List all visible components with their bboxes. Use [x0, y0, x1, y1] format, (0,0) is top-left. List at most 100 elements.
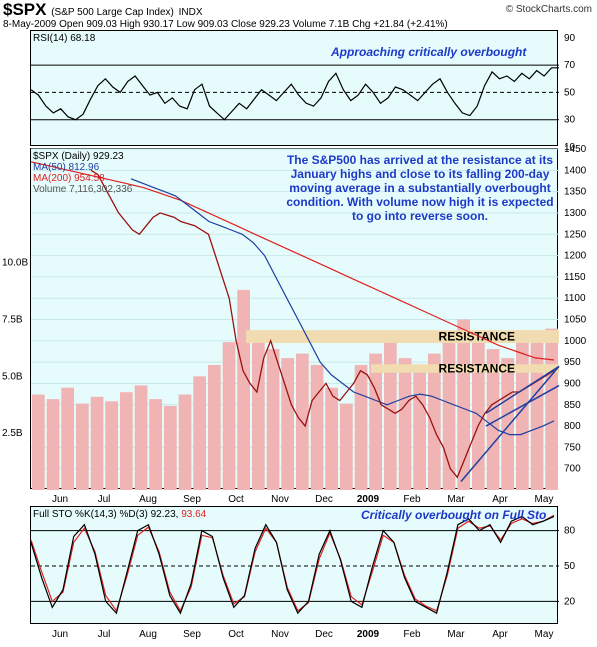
- sto-legend-k: Full STO %K(14,3) %D(3) 92.23,: [33, 509, 179, 520]
- price-legend-volume: Volume 7,116,302,336: [33, 184, 133, 195]
- price-annotation: The S&P500 has arrived at the resistance…: [286, 153, 554, 223]
- copyright: © StockCharts.com: [505, 4, 592, 15]
- volume-bar: [252, 330, 265, 490]
- x-axis-top-label-10: Apr: [492, 494, 508, 505]
- x-axis-bottom-label-6: Dec: [315, 629, 333, 640]
- volume-bar: [442, 335, 456, 490]
- exchange: INDX: [178, 7, 203, 18]
- volume-bar: [545, 328, 558, 490]
- index-name: (S&P 500 Large Cap Index): [51, 7, 174, 18]
- spx-price-line: [90, 169, 555, 479]
- sto-annotation: Critically overbought on Full Sto: [361, 508, 547, 522]
- rsi-annotation: Approaching critically overbought: [331, 45, 527, 59]
- rsi-legend: RSI(14) 68.18: [33, 33, 96, 44]
- x-axis-top: Jun Jul Aug Sep Oct Nov Dec 2009 Feb Mar Apr May: [52, 494, 554, 505]
- quote-line: 8-May-2009 Open 909.03 High 930.17 Low 9…: [3, 19, 448, 30]
- price-axis-tick-5: 1200: [564, 251, 587, 262]
- price-legend-ma50: MA(50) 812.96: [33, 162, 100, 173]
- price-y-axis: 1450 1400 1350 1300 1250 1200 1150 1100 1050 1000…: [564, 144, 587, 475]
- upper-trendline: [485, 365, 560, 414]
- lower-trendline: [485, 384, 560, 427]
- resistance-label: RESISTANCE: [439, 362, 515, 376]
- x-axis-top-label-3: Sep: [183, 494, 201, 505]
- sto-axis-tick-0: 80: [564, 526, 576, 537]
- price-axis-tick-13: 800: [564, 421, 581, 432]
- rsi-axis-tick-2: 50: [564, 87, 576, 98]
- volume-bar: [46, 399, 60, 490]
- volume-bar: [530, 335, 544, 490]
- volume-bar: [325, 387, 338, 490]
- x-axis-top-label-6: Dec: [315, 494, 333, 505]
- rsi-axis-tick-3: 30: [564, 115, 576, 126]
- price-axis-tick-9: 1000: [564, 336, 587, 347]
- resistance-label: RESISTANCE: [439, 330, 515, 344]
- rsi-panel: RSI(14) 68.18 Approaching critically ove…: [30, 30, 559, 146]
- sto-legend-d: 93.64: [181, 509, 207, 520]
- rsi-y-axis: 90 70 50 30 10: [564, 33, 576, 153]
- volume-bar: [193, 376, 206, 490]
- volume-bar: [457, 319, 470, 490]
- price-axis-tick-11: 900: [564, 378, 581, 389]
- rsi-axis-tick-4: 10: [564, 142, 576, 153]
- volume-y-axis: 10.0B 7.5B 5.0B 2.5B: [2, 258, 28, 440]
- x-axis-top-label-1: Jul: [98, 494, 111, 505]
- symbol: $SPX: [3, 0, 47, 19]
- rsi-series-line: [30, 67, 559, 121]
- price-legend: $SPX (Daily) 929.23 MA(50) 812.96 MA(200…: [33, 151, 132, 195]
- price-axis-tick-0: 1450: [564, 144, 587, 155]
- x-axis-bottom-label-5: Nov: [271, 629, 289, 640]
- volume-bar: [369, 353, 382, 490]
- price-axis-tick-3: 1300: [564, 208, 587, 219]
- rsi-chart: [30, 64, 559, 121]
- x-axis-top-label-2: Aug: [139, 494, 157, 505]
- x-axis-bottom-label-0: Jun: [52, 629, 68, 640]
- x-axis-bottom-label-2: Aug: [139, 629, 157, 640]
- volume-bar: [310, 365, 324, 490]
- sto-legend: Full STO %K(14,3) %D(3) 92.23, 93.64: [33, 509, 206, 520]
- volume-bar: [222, 342, 236, 490]
- x-axis-bottom-label-3: Sep: [183, 629, 201, 640]
- price-axis-tick-1: 1400: [564, 165, 587, 176]
- resistance-band: [246, 330, 559, 343]
- price-axis-tick-12: 850: [564, 400, 581, 411]
- price-axis-tick-8: 1050: [564, 315, 587, 326]
- volume-bar: [164, 405, 177, 490]
- x-axis-bottom-label-11: May: [535, 629, 554, 640]
- volume-bar: [76, 403, 89, 490]
- volume-bar: [149, 399, 162, 490]
- support-trendline: [460, 365, 560, 482]
- volume-bar: [516, 342, 529, 490]
- price-axis-tick-6: 1150: [564, 272, 586, 283]
- price-axis-tick-2: 1350: [564, 187, 587, 198]
- sto-k-line: [30, 515, 555, 615]
- volume-bar: [208, 365, 221, 490]
- ma200-line: [30, 161, 555, 361]
- price-axis-tick-4: 1250: [564, 229, 587, 240]
- x-axis-top-label-4: Oct: [228, 494, 244, 505]
- x-axis-top-label-0: Jun: [52, 494, 68, 505]
- x-axis-top-label-8: Feb: [403, 494, 421, 505]
- x-axis-bottom-label-7: 2009: [357, 629, 380, 640]
- volume-bar: [340, 403, 353, 490]
- volume-bar: [120, 392, 133, 490]
- ma50-line: [130, 178, 555, 436]
- volume-bar: [281, 358, 294, 490]
- price-legend-ma200: MA(200) 954.58: [33, 173, 105, 184]
- volume-bar: [32, 394, 45, 490]
- price-axis-tick-7: 1100: [564, 293, 586, 304]
- price-axis-tick-10: 950: [564, 357, 581, 368]
- volume-bar: [501, 358, 514, 490]
- x-axis-top-label-9: Mar: [447, 494, 465, 505]
- volume-tick-1: 7.5B: [2, 315, 23, 326]
- x-axis-top-label-11: May: [535, 494, 554, 505]
- price-axis-tick-15: 700: [564, 464, 581, 475]
- price-panel: RESISTANCE RESISTANCE $SPX (Daily) 929.23…: [30, 148, 560, 490]
- x-axis-top-label-5: Nov: [271, 494, 289, 505]
- rsi-axis-tick-1: 70: [564, 60, 576, 71]
- volume-bar: [266, 349, 280, 490]
- sto-chart: [30, 514, 559, 615]
- x-axis-bottom-label-4: Oct: [228, 629, 244, 640]
- x-axis-bottom-label-1: Jul: [98, 629, 111, 640]
- volume-bar: [354, 365, 368, 490]
- volume-bar: [486, 349, 500, 490]
